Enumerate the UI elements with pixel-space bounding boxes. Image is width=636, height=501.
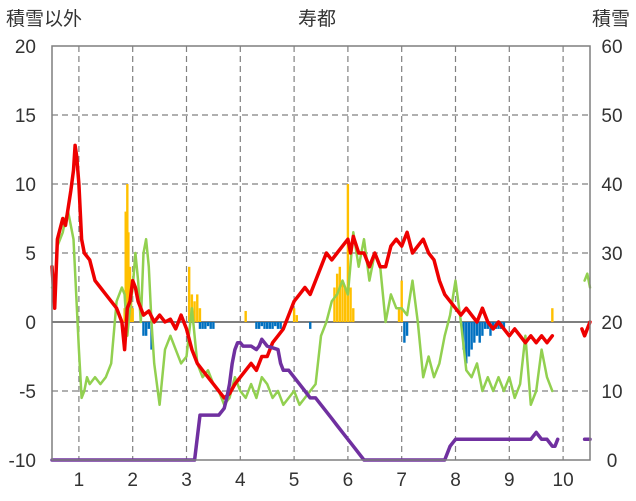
right-axis-label: 積雪 (592, 8, 630, 30)
bar-orange (333, 287, 336, 322)
bar-blue (147, 322, 151, 329)
right-tick-label: 40 (601, 175, 622, 196)
bar-orange (295, 315, 298, 322)
bar-blue (481, 322, 484, 336)
bar-blue (475, 322, 479, 336)
x-tick-label: 5 (289, 470, 300, 491)
bar-orange (341, 280, 344, 322)
left-tick-label: 0 (25, 313, 36, 334)
bar-blue (467, 322, 471, 357)
bar-blue (198, 322, 202, 329)
right-tick-label: 30 (601, 244, 622, 265)
bar-blue (483, 322, 487, 329)
bar-blue (255, 322, 258, 329)
bar-blue (473, 322, 476, 343)
bar-blue (142, 322, 145, 336)
right-tick-label: 10 (601, 382, 622, 403)
right-tick-label: 50 (601, 106, 622, 127)
right-tick-label: 60 (601, 37, 622, 58)
series-line-purple (50, 337, 560, 462)
bar-blue (486, 322, 489, 329)
bar-orange (193, 301, 196, 322)
bar-blue (206, 322, 210, 327)
bar-orange (346, 184, 350, 322)
bar-blue (260, 322, 264, 327)
right-axis-ticks: 0 10 20 30 40 50 60 (601, 37, 622, 472)
bar-orange (127, 232, 130, 322)
bar-orange (198, 308, 202, 322)
left-tick-label: 15 (15, 106, 36, 127)
series-line-green (50, 210, 554, 407)
series-line-green (583, 272, 592, 289)
x-tick-label: 7 (396, 470, 407, 491)
x-tick-label: 1 (74, 470, 85, 491)
left-axis-label: 積雪以外 (6, 8, 82, 30)
bar-blue (144, 322, 148, 336)
bar-orange (292, 308, 296, 322)
bar-blue (405, 322, 409, 336)
right-tick-label: 20 (601, 313, 622, 334)
bars (123, 184, 554, 364)
bar-blue (204, 322, 207, 329)
bar-blue (212, 322, 215, 329)
bar-orange (344, 287, 347, 322)
series-line-red (580, 320, 592, 338)
left-tick-label: 20 (15, 37, 36, 58)
left-tick-label: -10 (9, 451, 36, 472)
bar-orange (244, 310, 247, 322)
bar-blue (271, 322, 274, 329)
right-tick-label: 0 (607, 451, 618, 472)
grid (52, 46, 590, 460)
bar-blue (276, 322, 280, 329)
bar-orange (349, 287, 352, 322)
bar-blue (465, 322, 468, 364)
bar-orange (352, 308, 355, 322)
x-tick-label: 8 (450, 470, 461, 491)
bar-orange (335, 273, 339, 322)
left-axis-ticks: -10 -5 0 5 10 15 20 (9, 37, 36, 472)
bar-blue (266, 322, 269, 329)
bar-orange (131, 308, 134, 322)
bar-blue (502, 322, 506, 329)
chart-title: 寿都 (298, 8, 336, 30)
bar-blue (274, 322, 277, 327)
bar-blue (491, 322, 495, 329)
x-tick-label: 10 (553, 470, 574, 491)
bar-blue (279, 322, 282, 329)
bar-blue (309, 322, 312, 329)
plot-frame (51, 45, 591, 461)
bar-blue (470, 322, 473, 350)
bar-blue (201, 322, 204, 329)
bar-orange (400, 280, 403, 322)
bar-blue (257, 322, 261, 329)
x-tick-label: 2 (127, 470, 138, 491)
bar-blue (497, 322, 500, 329)
left-tick-label: 10 (15, 175, 36, 196)
series-line-red (50, 143, 555, 400)
x-tick-label: 9 (504, 470, 515, 491)
bar-blue (403, 322, 406, 343)
bar-orange (196, 294, 199, 322)
left-tick-label: 5 (25, 244, 36, 265)
x-tick-label: 3 (181, 470, 192, 491)
bar-orange (187, 266, 191, 322)
x-tick-label: 4 (235, 470, 246, 491)
bar-blue (209, 322, 212, 329)
bar-blue (268, 322, 272, 329)
bar-blue (478, 322, 481, 343)
bar-orange (397, 308, 401, 322)
series-lines (50, 143, 592, 462)
left-tick-label: -5 (19, 382, 36, 403)
bar-blue (489, 322, 492, 336)
bar-orange (551, 308, 554, 322)
bar-orange (124, 211, 127, 322)
bar-blue (263, 322, 266, 329)
bar-orange (338, 266, 342, 322)
x-tick-label: 6 (343, 470, 354, 491)
x-axis-ticks: 1 2 3 4 5 6 7 8 9 10 (74, 470, 574, 491)
